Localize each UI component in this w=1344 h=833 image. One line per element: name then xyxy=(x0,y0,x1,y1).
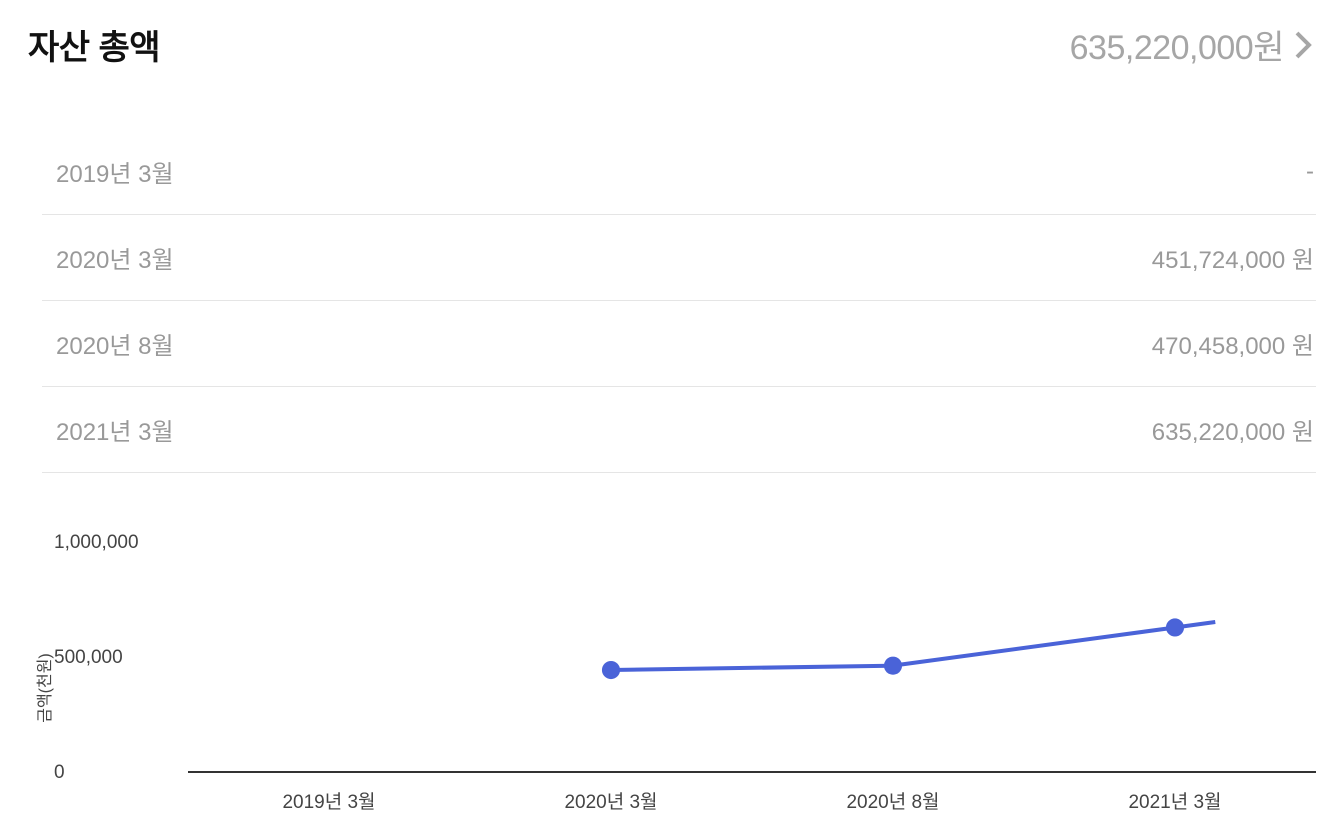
table-row: 2020년 3월 451,724,000 원 xyxy=(42,215,1316,301)
chart-ytick: 0 xyxy=(54,762,65,784)
chart-xtick: 2020년 3월 xyxy=(564,787,657,814)
table-row: 2021년 3월 635,220,000 원 xyxy=(42,387,1316,473)
page-title: 자산 총액 xyxy=(28,20,160,69)
chart-xtick: 2020년 8월 xyxy=(846,787,939,814)
row-value: 470,458,000 원 xyxy=(1152,326,1316,361)
asset-table: 2019년 3월 - 2020년 3월 451,724,000 원 2020년 … xyxy=(0,79,1344,473)
chart-plot-area: 1,000,000 500,000 0 2019년 3월 2020년 3월 20… xyxy=(54,543,1316,773)
table-row: 2019년 3월 - xyxy=(42,129,1316,215)
row-value: - xyxy=(1306,158,1316,186)
row-label: 2019년 3월 xyxy=(42,154,174,189)
total-amount-link[interactable]: 635,220,000원 xyxy=(1070,20,1316,69)
row-value: 635,220,000 원 xyxy=(1152,412,1316,447)
chart-ytick: 500,000 xyxy=(54,647,123,669)
chevron-right-icon xyxy=(1290,32,1316,58)
chart-x-axis-labels: 2019년 3월 2020년 3월 2020년 8월 2021년 3월 xyxy=(188,783,1316,813)
row-label: 2020년 3월 xyxy=(42,240,174,275)
chart-line-svg xyxy=(188,543,1316,775)
table-row: 2020년 8월 470,458,000 원 xyxy=(42,301,1316,387)
row-label: 2020년 8월 xyxy=(42,326,174,361)
asset-chart: 금액(천원) 1,000,000 500,000 0 2019년 3월 2020… xyxy=(0,543,1344,833)
chart-y-axis-label: 금액(천원) xyxy=(31,653,55,723)
row-label: 2021년 3월 xyxy=(42,412,174,447)
chart-xtick: 2021년 3월 xyxy=(1128,787,1221,814)
header-bar: 자산 총액 635,220,000원 xyxy=(0,0,1344,79)
chart-xtick: 2019년 3월 xyxy=(282,787,375,814)
total-amount-value: 635,220,000원 xyxy=(1070,20,1284,69)
row-value: 451,724,000 원 xyxy=(1152,240,1316,275)
chart-ytick: 1,000,000 xyxy=(54,532,139,554)
